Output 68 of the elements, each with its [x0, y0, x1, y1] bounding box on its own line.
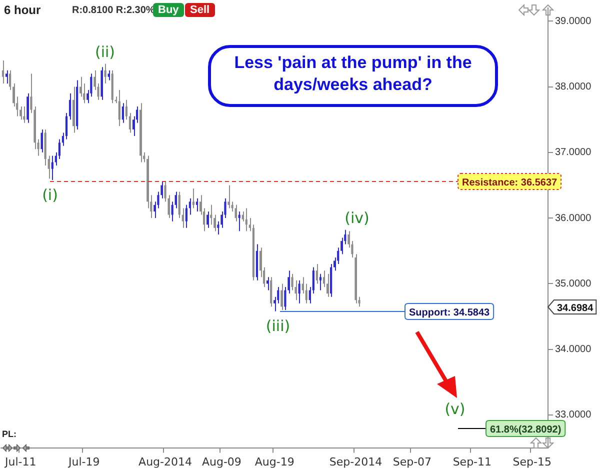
candlestick [326, 273, 329, 298]
x-tick-label: Sep-07 [392, 455, 432, 468]
ref-line-label: Support: 34.5843 [409, 307, 490, 318]
candlestick [206, 210, 209, 228]
candlestick [118, 90, 120, 127]
candlestick [319, 273, 322, 291]
candlestick [40, 128, 43, 153]
y-tick-label: 39.0000 [555, 16, 592, 27]
annotation: (iv) [344, 208, 370, 227]
x-tick-label: Aug-09 [202, 455, 242, 468]
candlestick [291, 273, 294, 291]
x-tick-label: Sep-11 [452, 455, 492, 468]
text: 34.6984 [557, 302, 594, 314]
candlestick [182, 208, 184, 228]
candlestick [245, 208, 248, 232]
candlestick [280, 283, 283, 310]
candlestick [104, 63, 106, 84]
candlestick [125, 99, 128, 120]
candlestick [234, 204, 237, 222]
y-tick-label: 35.0000 [555, 278, 592, 290]
candlestick [174, 191, 177, 209]
annotation: (iii) [266, 316, 290, 335]
candlestick [146, 155, 149, 209]
annotation: (ii) [94, 42, 116, 61]
candlestick [72, 86, 75, 134]
annotation: (i) [42, 186, 58, 204]
candlestick [128, 112, 132, 134]
candlestick [5, 70, 8, 84]
candlestick [228, 184, 230, 209]
y-tick-label: 38.0000 [555, 82, 592, 93]
candlestick [316, 264, 318, 284]
candlestick [48, 155, 50, 180]
candlestick [2, 60, 4, 84]
candlestick [196, 198, 198, 212]
ref-line-label: Resistance: 36.5637 [462, 177, 558, 188]
candlestick [140, 102, 142, 163]
annotation: PL: [2, 429, 16, 439]
y-tick-label: 34.0000 [555, 344, 592, 356]
x-tick-label: Aug-2014 [138, 455, 192, 468]
x-tick-label: Sep-15 [512, 455, 552, 468]
annotation: R:0.8100 R:2.30% [72, 5, 155, 16]
candlestick [80, 76, 82, 98]
x-tick-label: Sep-2014 [329, 455, 382, 468]
y-tick-label: 33.0000 [555, 410, 592, 421]
candlestick [26, 92, 29, 124]
chart-title: 6 hour [4, 3, 41, 17]
x-tick-label: Jul-19 [68, 455, 100, 468]
candlestick [298, 280, 300, 304]
candlestick [242, 210, 244, 222]
annotation: Buy [153, 3, 184, 17]
candlestick [171, 201, 174, 222]
candlestick [122, 102, 124, 124]
candlestick [178, 191, 180, 219]
candlestick [270, 276, 272, 308]
candlestick [192, 188, 195, 209]
y-tick-label: 37.0000 [555, 147, 592, 158]
candlestick [108, 70, 110, 81]
annotation: Less 'pain at the pump' in the days/weeks ahead? [208, 45, 498, 107]
annotation: Sell [185, 3, 215, 17]
y-tick-label: 36.0000 [555, 212, 592, 224]
candlestick [188, 198, 192, 216]
candlestick [51, 155, 54, 180]
annotation: (v) [444, 400, 466, 418]
x-tick-label: Jul-11 [4, 455, 36, 468]
candlestick [185, 204, 188, 228]
ref-line-label: 61.8%(32.8092) [490, 424, 562, 436]
x-tick-label: Aug-19 [254, 455, 294, 468]
candlestick [68, 92, 72, 120]
